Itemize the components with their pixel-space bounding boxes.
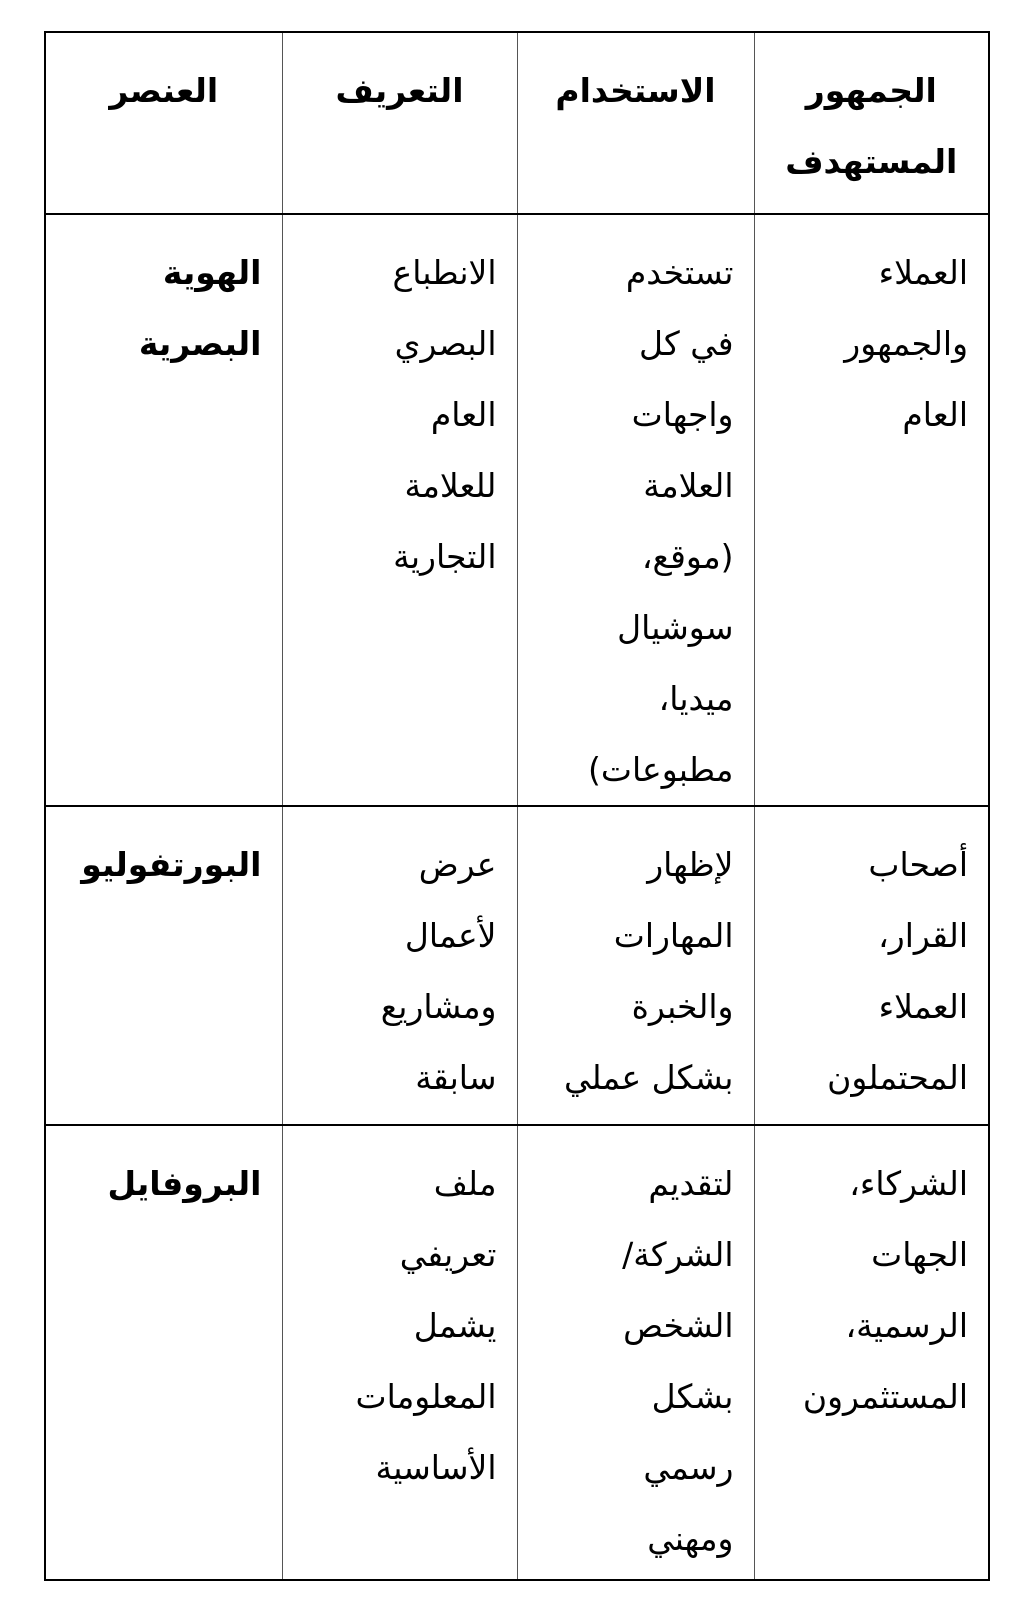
table-row-profile: البروفايل ملف تعريفي يشمل المعلومات الأس… [44,1124,990,1581]
cell-usage: لتقديم الشركة/ الشخص بشكل رسمي ومهني [516,1124,755,1581]
cell-element: البروفايل [44,1124,283,1581]
cell-definition: ملف تعريفي يشمل المعلومات الأساسية [281,1124,518,1581]
cell-element: الهوية البصرية [44,213,283,807]
cell-audience: الشركاء، الجهات الرسمية، المستثمرون [753,1124,990,1581]
cell-usage: لإظهار المهارات والخبرة بشكل عملي [516,805,755,1126]
header-cell-definition: التعريف [281,31,518,215]
header-cell-usage: الاستخدام [516,31,755,215]
cell-definition: عرض لأعمال ومشاريع سابقة [281,805,518,1126]
cell-element: البورتفوليو [44,805,283,1126]
cell-definition: الانطباع البصري العام للعلامة التجارية [281,213,518,807]
cell-usage: تستخدم في كل واجهات العلامة (موقع، سوشيا… [516,213,755,807]
header-cell-element: العنصر [44,31,283,215]
table-row-visual-identity: الهوية البصرية الانطباع البصري العام للع… [44,213,990,807]
cell-audience: أصحاب القرار، العملاء المحتملون [753,805,990,1126]
cell-audience: العملاء والجمهور العام [753,213,990,807]
brand-elements-table: العنصر التعريف الاستخدام الجمهور المستهد… [44,31,990,1581]
header-cell-audience: الجمهور المستهدف [753,31,990,215]
table-row-portfolio: البورتفوليو عرض لأعمال ومشاريع سابقة لإظ… [44,805,990,1126]
table-header-row: العنصر التعريف الاستخدام الجمهور المستهد… [44,31,990,215]
